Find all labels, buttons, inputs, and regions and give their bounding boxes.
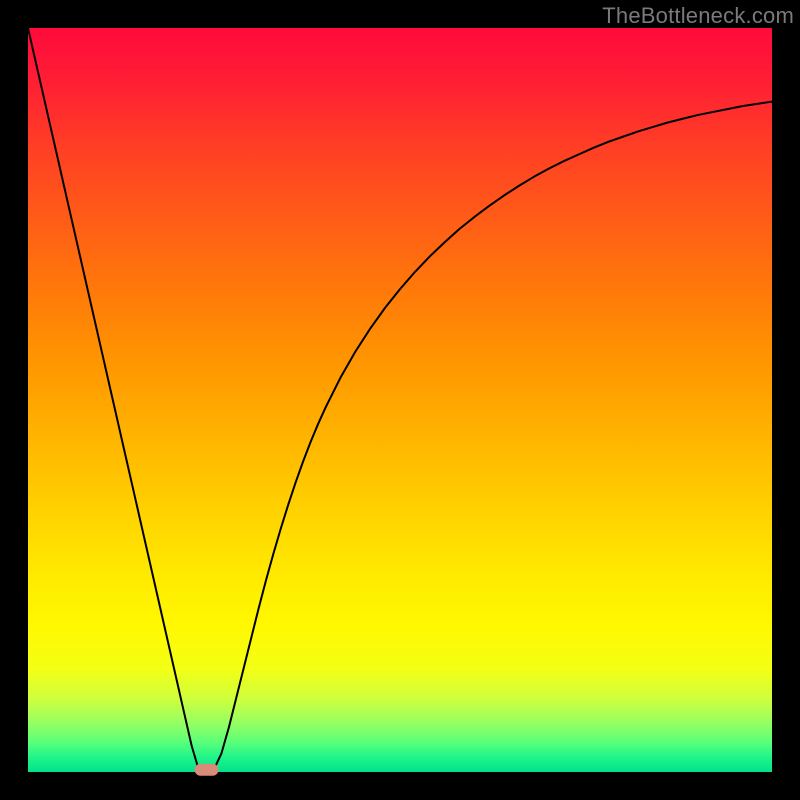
optimal-marker [195, 764, 219, 776]
plot-gradient-background [28, 28, 772, 772]
watermark-text: TheBottleneck.com [602, 3, 794, 29]
bottleneck-chart [0, 0, 800, 800]
